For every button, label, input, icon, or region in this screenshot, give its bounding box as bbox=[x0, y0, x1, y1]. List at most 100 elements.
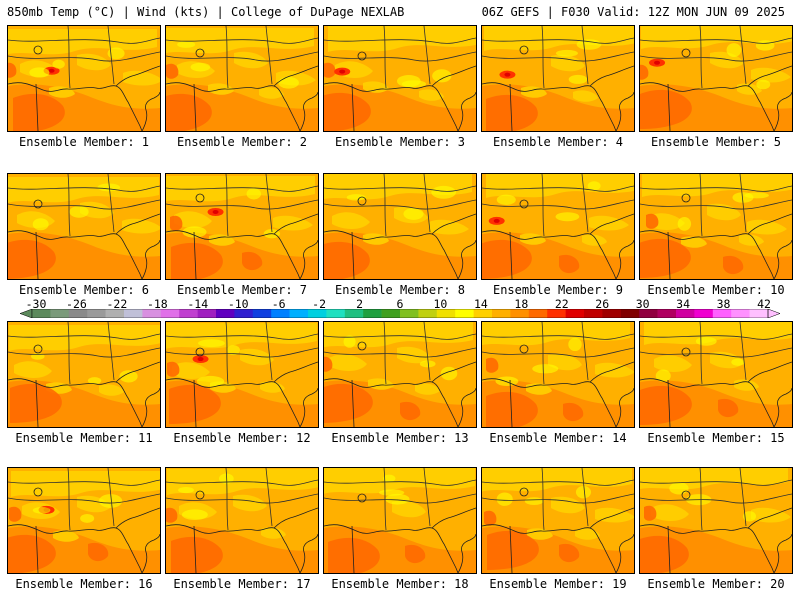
temperature-map bbox=[324, 322, 476, 427]
ensemble-member-caption: Ensemble Member: 5 bbox=[650, 135, 782, 149]
temperature-map bbox=[8, 26, 160, 131]
ensemble-map-panel bbox=[165, 321, 319, 428]
colorbar-swatch bbox=[381, 309, 401, 318]
ensemble-map-panel bbox=[323, 25, 477, 132]
colorbar-tick-label: 26 bbox=[595, 297, 610, 311]
temperature-map bbox=[482, 26, 634, 131]
colorbar-swatch bbox=[565, 309, 585, 318]
colorbar-tick-label: 42 bbox=[757, 297, 771, 311]
ensemble-member-caption: Ensemble Member: 4 bbox=[492, 135, 624, 149]
colorbar-swatch bbox=[400, 309, 419, 318]
model-run-info: 06Z GEFS | F030 Valid: 12Z MON JUN 09 20… bbox=[481, 5, 785, 19]
colorbar-swatch bbox=[105, 309, 125, 318]
colorbar-tick-label: 38 bbox=[716, 297, 731, 311]
colorbar-swatch bbox=[197, 309, 217, 318]
colorbar-swatch bbox=[160, 309, 180, 318]
ensemble-member-caption: Ensemble Member: 9 bbox=[492, 283, 624, 297]
ensemble-member-caption: Ensemble Member: 7 bbox=[176, 283, 308, 297]
colorbar-swatch bbox=[252, 309, 272, 318]
colorbar-swatch bbox=[602, 309, 622, 318]
colorbar-swatch bbox=[142, 309, 162, 318]
colorbar-swatch bbox=[326, 309, 346, 318]
ensemble-member-caption: Ensemble Member: 3 bbox=[334, 135, 466, 149]
colorbar-tick-label: -14 bbox=[187, 297, 209, 311]
colorbar-swatch bbox=[639, 309, 658, 318]
colorbar-swatch bbox=[124, 309, 143, 318]
ensemble-member-caption: Ensemble Member: 17 bbox=[173, 577, 311, 591]
temperature-map bbox=[166, 174, 318, 279]
map-title: 850mb Temp (°C) | Wind (kts) | College o… bbox=[7, 5, 405, 19]
ensemble-map-panel bbox=[7, 467, 161, 574]
temperature-map bbox=[166, 26, 318, 131]
ensemble-map-panel bbox=[165, 173, 319, 280]
ensemble-member-caption: Ensemble Member: 10 bbox=[647, 283, 785, 297]
colorbar-tick-label: -26 bbox=[66, 297, 87, 311]
colorbar-tick-label: 14 bbox=[473, 297, 488, 311]
colorbar-swatch bbox=[344, 309, 364, 318]
colorbar-swatch bbox=[712, 309, 732, 318]
colorbar-swatch bbox=[510, 309, 530, 318]
temperature-map bbox=[8, 174, 160, 279]
colorbar-swatch bbox=[547, 309, 566, 318]
colorbar-swatch bbox=[473, 309, 493, 318]
ensemble-member-caption: Ensemble Member: 6 bbox=[18, 283, 150, 297]
ensemble-map-panel bbox=[165, 467, 319, 574]
colorbar-swatch bbox=[749, 309, 769, 318]
colorbar-tick-label: -6 bbox=[271, 297, 286, 311]
ensemble-map-panel bbox=[481, 173, 635, 280]
colorbar-swatch bbox=[492, 309, 511, 318]
colorbar-tick-label: 18 bbox=[514, 297, 529, 311]
colorbar-swatch bbox=[32, 309, 51, 318]
colorbar-swatch bbox=[620, 309, 640, 318]
ensemble-map-panel bbox=[481, 467, 635, 574]
colorbar-swatch bbox=[694, 309, 714, 318]
temperature-map bbox=[640, 322, 792, 427]
colorbar-tick-label: 30 bbox=[635, 297, 650, 311]
colorbar-tick-label: 10 bbox=[433, 297, 448, 311]
ensemble-member-caption: Ensemble Member: 13 bbox=[331, 431, 469, 445]
temperature-map bbox=[640, 174, 792, 279]
ensemble-member-caption: Ensemble Member: 8 bbox=[334, 283, 466, 297]
ensemble-member-caption: Ensemble Member: 12 bbox=[173, 431, 311, 445]
temperature-map bbox=[640, 468, 792, 573]
temperature-map bbox=[324, 174, 476, 279]
ensemble-member-caption: Ensemble Member: 15 bbox=[647, 431, 785, 445]
temperature-map bbox=[324, 26, 476, 131]
colorbar-swatch bbox=[289, 309, 309, 318]
colorbar-tick-label: 22 bbox=[554, 297, 569, 311]
colorbar-tick-label: -10 bbox=[227, 297, 249, 311]
temperature-map bbox=[166, 468, 318, 573]
temperature-map bbox=[166, 322, 318, 427]
temperature-map bbox=[640, 26, 792, 131]
ensemble-map-panel bbox=[639, 173, 793, 280]
colorbar-swatch bbox=[418, 309, 438, 318]
colorbar-swatch bbox=[657, 309, 677, 318]
temperature-map bbox=[324, 468, 476, 573]
colorbar-swatch bbox=[216, 309, 235, 318]
ensemble-map-panel bbox=[639, 25, 793, 132]
colorbar-tick-label: -22 bbox=[106, 297, 128, 311]
ensemble-map-panel bbox=[481, 25, 635, 132]
colorbar-tick-label: 34 bbox=[676, 297, 691, 311]
colorbar-tick-label: -30 bbox=[25, 297, 47, 311]
ensemble-map-panel bbox=[7, 321, 161, 428]
colorbar-tick-label: 2 bbox=[356, 297, 364, 311]
colorbar-swatch bbox=[308, 309, 327, 318]
ensemble-member-caption: Ensemble Member: 20 bbox=[647, 577, 785, 591]
ensemble-member-caption: Ensemble Member: 19 bbox=[489, 577, 627, 591]
ensemble-member-caption: Ensemble Member: 1 bbox=[18, 135, 150, 149]
ensemble-map-panel bbox=[639, 467, 793, 574]
ensemble-map-panel bbox=[323, 467, 477, 574]
ensemble-map-panel bbox=[639, 321, 793, 428]
temperature-map bbox=[482, 468, 634, 573]
ensemble-member-caption: Ensemble Member: 2 bbox=[176, 135, 308, 149]
ensemble-map-panel bbox=[323, 173, 477, 280]
temperature-map bbox=[8, 322, 160, 427]
colorbar-swatch bbox=[234, 309, 254, 318]
colorbar-tick-label: 6 bbox=[396, 297, 404, 311]
colorbar-swatch bbox=[436, 309, 456, 318]
ensemble-member-caption: Ensemble Member: 11 bbox=[15, 431, 153, 445]
ensemble-map-panel bbox=[165, 25, 319, 132]
colorbar-tick-label: -18 bbox=[146, 297, 168, 311]
colorbar-tick-label: -2 bbox=[312, 297, 327, 311]
